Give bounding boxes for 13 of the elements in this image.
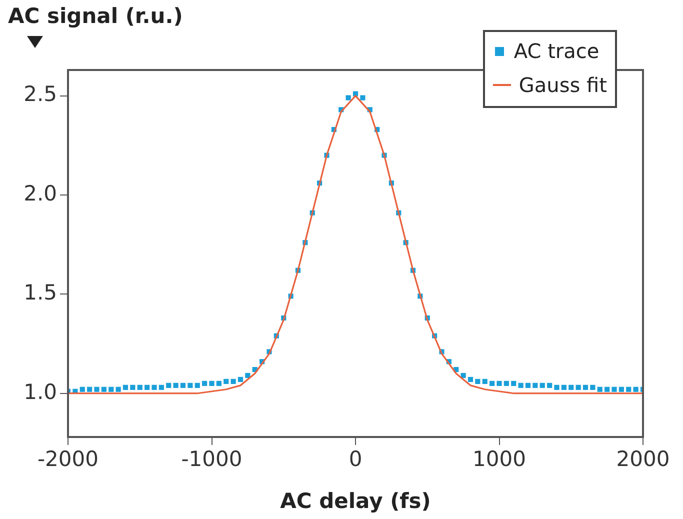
x-tick-label: 2000 <box>616 447 670 472</box>
y-tick-label: 1.0 <box>24 380 57 404</box>
x-tick-label: -2000 <box>37 447 99 472</box>
x-tick-label: 0 <box>348 447 362 472</box>
y-axis-title: AC signal (r.u.) <box>8 4 183 28</box>
x-tick-label: -1000 <box>181 447 242 472</box>
y-tick-label: 2.0 <box>24 181 57 206</box>
y-tick-label: 1.5 <box>24 280 57 305</box>
x-axis-title: AC delay (fs) <box>280 488 431 513</box>
legend-label: Gauss fit <box>518 73 607 97</box>
legend-label: AC trace <box>514 39 600 63</box>
y-tick-label: 2.5 <box>24 82 57 106</box>
x-tick-label: 1000 <box>472 447 526 472</box>
